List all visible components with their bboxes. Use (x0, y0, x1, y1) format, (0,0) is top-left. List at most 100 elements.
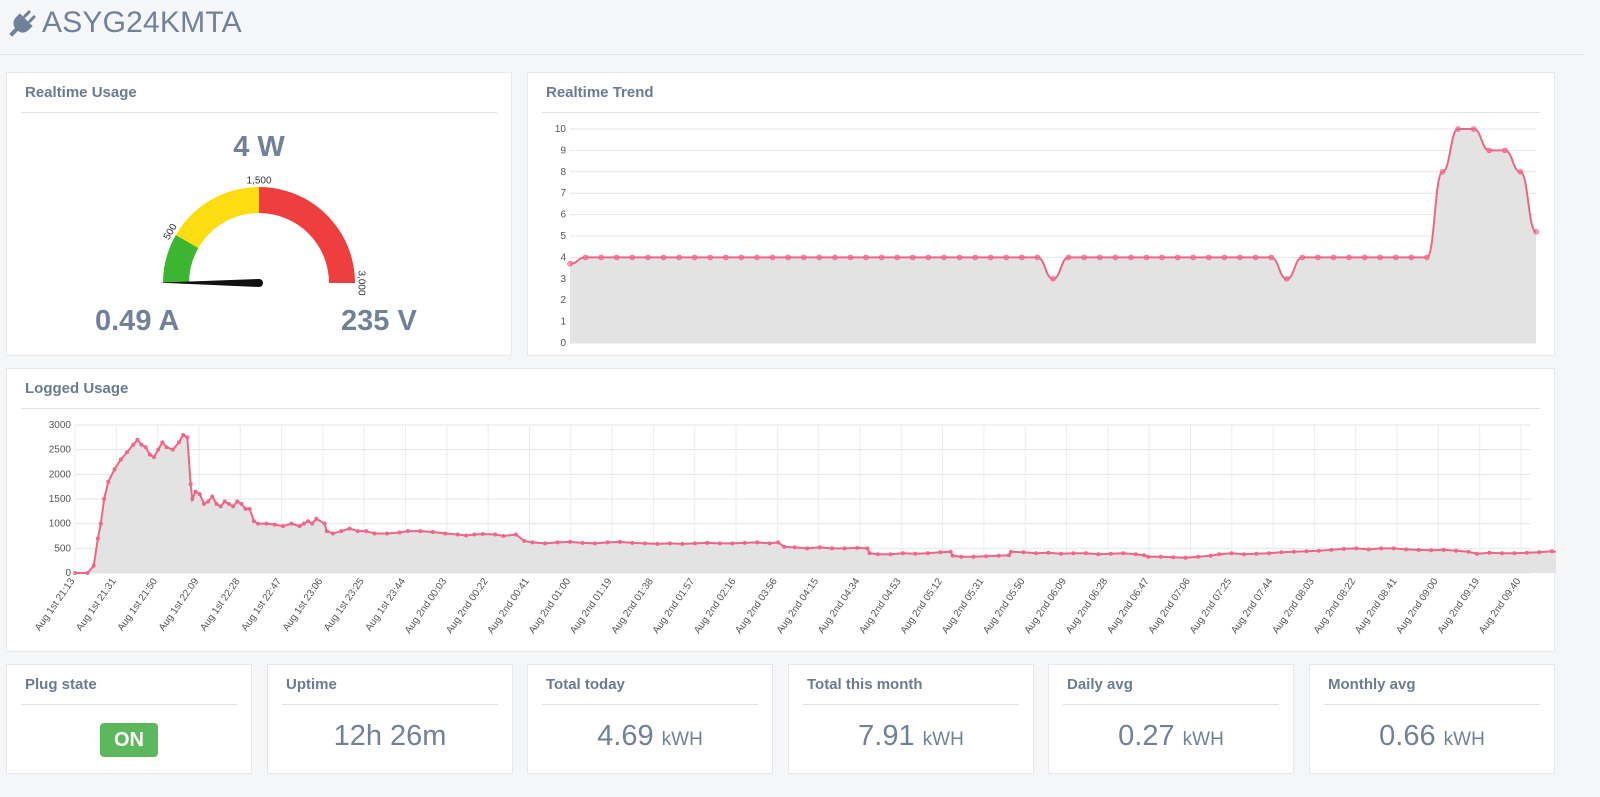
data-point (1217, 552, 1222, 557)
y-tick-label: 9 (560, 145, 566, 156)
y-tick-label: 1500 (49, 494, 72, 505)
y-tick-label: 500 (54, 543, 71, 554)
data-point (567, 261, 573, 267)
y-tick-label: 6 (560, 210, 566, 221)
x-tick-label: Aug 2nd 08:03 (1271, 576, 1318, 636)
realtime-usage-title: Realtime Usage (25, 84, 137, 101)
x-tick-label: Aug 2nd 09:40 (1477, 576, 1524, 636)
data-point (1391, 546, 1396, 551)
data-point (1071, 551, 1076, 556)
data-point (1003, 254, 1010, 261)
plug-state-card: Plug state ON (6, 664, 252, 774)
data-point (160, 440, 165, 445)
data-point (730, 541, 735, 546)
data-point (800, 254, 807, 261)
data-point (226, 501, 231, 506)
data-point (900, 551, 905, 556)
data-point (630, 540, 635, 545)
x-tick-label: Aug 2nd 00:22 (444, 576, 491, 636)
x-tick-label: Aug 2nd 01:57 (651, 576, 698, 636)
plug-state-toggle[interactable]: ON (100, 723, 158, 757)
data-point (289, 521, 294, 526)
data-point (1455, 126, 1461, 132)
data-point (1206, 254, 1212, 261)
x-tick-label: Aug 2nd 02:16 (692, 576, 739, 636)
data-point (1354, 546, 1359, 551)
data-point (925, 254, 932, 261)
x-tick-label: Aug 2nd 01:38 (610, 576, 657, 636)
data-point (1112, 254, 1119, 261)
data-point (314, 516, 319, 521)
data-point (738, 254, 745, 261)
data-point (1279, 550, 1284, 555)
unit-label: kWH (661, 729, 703, 750)
data-point (805, 546, 810, 551)
data-point (1517, 169, 1524, 175)
y-tick-label: 2000 (49, 469, 72, 480)
data-point (480, 532, 485, 537)
panel-divider (21, 112, 497, 113)
data-point (251, 519, 256, 524)
x-tick-label: Aug 2nd 04:15 (775, 576, 822, 636)
monthly-avg-card: Monthly avg 0.66 kWH (1309, 664, 1555, 774)
data-point (938, 550, 943, 555)
unit-label: kWH (922, 729, 964, 750)
data-point (1034, 254, 1041, 261)
realtime-trend-chart: 0 1 2 3 4 5 6 7 8 9 10 (555, 124, 1539, 349)
data-point (568, 539, 573, 544)
data-point (330, 531, 335, 536)
data-point (867, 551, 872, 556)
data-point (996, 553, 1001, 558)
data-point (680, 541, 685, 546)
x-tick-label: Aug 2nd 04:53 (857, 576, 904, 636)
x-tick-label: Aug 2nd 00:41 (486, 576, 533, 636)
data-point (972, 254, 978, 261)
x-tick-label: Aug 1st 22:09 (157, 576, 202, 633)
data-point (193, 489, 198, 494)
data-point (1096, 254, 1103, 261)
data-point (543, 541, 548, 546)
x-tick-label: Aug 1st 23:25 (322, 576, 367, 633)
y-tick-label: 1 (560, 317, 566, 328)
data-point (948, 549, 953, 554)
data-point (1268, 254, 1274, 261)
data-point (181, 432, 186, 437)
x-tick-label: Aug 2nd 08:22 (1312, 576, 1359, 636)
x-tick-label: Aug 2nd 00:03 (403, 576, 450, 636)
data-point (847, 254, 854, 261)
daily-avg-value: 0.27 kWH (1118, 720, 1224, 752)
page-title: ASYG24KMTA (42, 6, 242, 39)
data-point (464, 533, 469, 538)
data-point (1128, 254, 1134, 261)
data-point (418, 529, 423, 534)
data-point (364, 529, 369, 534)
data-point (322, 521, 327, 526)
data-point (239, 501, 244, 506)
logged-usage-title: Logged Usage (25, 380, 129, 397)
data-point (842, 546, 847, 551)
data-point (131, 442, 136, 447)
data-point (875, 552, 880, 557)
data-point (95, 536, 100, 541)
data-point (1081, 254, 1087, 261)
data-point (755, 540, 760, 545)
data-point (613, 254, 620, 261)
gauge-band-1 (163, 235, 199, 283)
data-point (102, 496, 107, 501)
data-point (164, 445, 169, 450)
x-tick-label: Aug 2nd 01:00 (527, 576, 574, 636)
data-point (472, 532, 477, 537)
data-point (984, 554, 989, 559)
data-point (522, 538, 527, 543)
data-point (1341, 546, 1346, 551)
data-point (1133, 552, 1138, 557)
data-point (443, 531, 448, 536)
data-point (1439, 169, 1446, 175)
y-tick-label: 4 (560, 252, 566, 263)
data-point (1424, 254, 1430, 261)
data-point (405, 529, 410, 534)
data-point (1329, 547, 1334, 552)
data-point (655, 541, 660, 546)
y-tick-label: 0 (560, 338, 566, 349)
data-point (372, 531, 377, 536)
